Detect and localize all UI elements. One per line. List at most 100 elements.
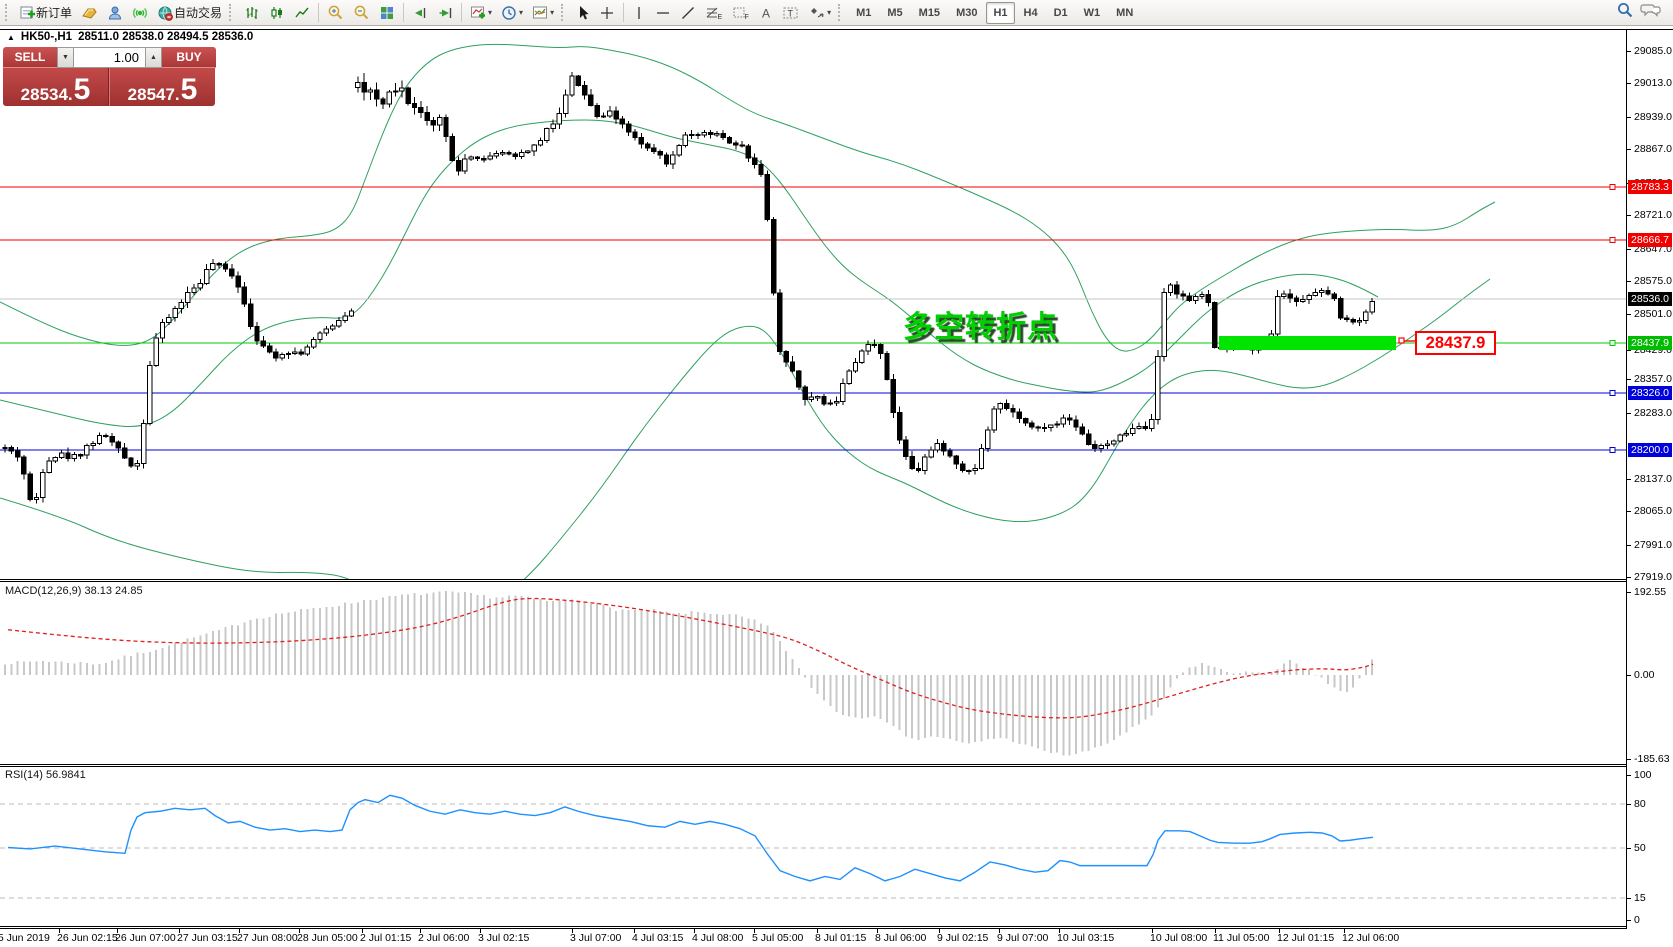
one-click-trading-panel: SELL ▼ 1.00 ▲ BUY 28534. 5 28547. 5 bbox=[3, 47, 218, 106]
templates-button[interactable]: ▾ bbox=[528, 2, 558, 24]
price-line-label: 28200.0 bbox=[1628, 443, 1672, 457]
timeframe-button-m5[interactable]: M5 bbox=[887, 6, 903, 19]
line-chart-icon bbox=[294, 5, 310, 21]
price-line-label: 28326.0 bbox=[1628, 386, 1672, 400]
time-tick-label: 12 Jul 01:15 bbox=[1277, 932, 1335, 944]
grid-icon: F bbox=[732, 5, 750, 21]
periods-button[interactable]: ▾ bbox=[497, 2, 527, 24]
periods-icon bbox=[501, 5, 517, 21]
dropdown-arrow-icon: ▾ bbox=[550, 8, 555, 17]
zoom-out-button[interactable] bbox=[349, 2, 374, 24]
macd-axis-tick: -185.63 bbox=[1627, 753, 1670, 765]
toolbar-grip[interactable] bbox=[561, 4, 567, 21]
time-tick-label: 8 Jul 06:00 bbox=[875, 932, 927, 944]
time-tick-label: 9 Jul 07:00 bbox=[997, 932, 1049, 944]
sell-price-big-digit: 5 bbox=[73, 73, 91, 107]
timeframe-button-h1[interactable]: H1 bbox=[986, 1, 1015, 24]
price-tick: 27991.0 bbox=[1627, 539, 1672, 551]
panel-divider bbox=[0, 766, 1627, 767]
sell-price-display[interactable]: 28534. 5 bbox=[3, 68, 109, 106]
price-line-label: 28536.0 bbox=[1628, 292, 1672, 306]
timeframe-button-mn[interactable]: MN bbox=[1116, 6, 1134, 19]
price-tick: 28939.0 bbox=[1627, 111, 1672, 123]
timeframe-button-d1[interactable]: D1 bbox=[1053, 6, 1068, 19]
time-tick-label: 5 Jul 05:00 bbox=[752, 932, 804, 944]
collapse-triangle-icon[interactable]: ▲ bbox=[7, 32, 15, 42]
chart-shift-button[interactable] bbox=[433, 2, 457, 24]
time-tick-mark bbox=[239, 929, 240, 933]
cursor-button[interactable] bbox=[572, 2, 594, 24]
dropdown-arrow-icon: ▾ bbox=[519, 8, 524, 17]
time-tick-label: 28 Jun 05:00 bbox=[297, 932, 358, 944]
rsi-axis-tick: 15 bbox=[1627, 892, 1646, 904]
horizontal-line-button[interactable] bbox=[651, 2, 675, 24]
time-tick-mark bbox=[694, 929, 695, 933]
timeframe-button-m15[interactable]: M15 bbox=[918, 6, 941, 19]
autotrading-button[interactable]: 自动交易 bbox=[153, 2, 226, 24]
volume-input[interactable]: 1.00 bbox=[74, 47, 145, 68]
timeframe-button-m30[interactable]: M30 bbox=[956, 6, 978, 19]
crosshair-button[interactable] bbox=[595, 2, 619, 24]
volume-increase-button[interactable]: ▲ bbox=[145, 47, 162, 68]
time-tick-label: 2 Jul 06:00 bbox=[418, 932, 470, 944]
toolbar-grip[interactable] bbox=[5, 4, 11, 21]
price-axis-border bbox=[1626, 29, 1627, 929]
zoom-in-button[interactable] bbox=[323, 2, 348, 24]
time-tick-label: 2 Jul 01:15 bbox=[360, 932, 412, 944]
signal-button[interactable] bbox=[128, 2, 152, 24]
time-tick-mark bbox=[1059, 929, 1060, 933]
macd-histogram bbox=[4, 591, 1374, 756]
new-order-button[interactable]: 新订单 bbox=[16, 2, 76, 24]
bar-chart-icon bbox=[244, 5, 260, 21]
time-tick-mark bbox=[1215, 929, 1216, 933]
volume-decrease-button[interactable]: ▼ bbox=[57, 47, 74, 68]
panel-divider bbox=[0, 928, 1627, 929]
tile-windows-icon bbox=[379, 5, 395, 21]
vertical-line-button[interactable] bbox=[628, 2, 650, 24]
candlestick-button[interactable] bbox=[265, 2, 289, 24]
data-window-button[interactable] bbox=[103, 2, 127, 24]
trendline-button[interactable] bbox=[676, 2, 700, 24]
bar-chart-button[interactable] bbox=[240, 2, 264, 24]
text-label-button[interactable]: T bbox=[778, 2, 804, 24]
rsi-panel[interactable] bbox=[0, 767, 1626, 926]
time-tick-mark bbox=[1279, 929, 1280, 933]
tile-windows-button[interactable] bbox=[375, 2, 399, 24]
timeframe-button-m1[interactable]: M1 bbox=[856, 6, 872, 19]
price-tick: 27919.0 bbox=[1627, 571, 1672, 583]
toolbar-grip[interactable] bbox=[229, 4, 235, 21]
chat-icon[interactable] bbox=[1640, 1, 1662, 24]
panel-divider bbox=[0, 926, 1627, 927]
buy-price-display[interactable]: 28547. 5 bbox=[109, 68, 215, 106]
timeframe-button-h4[interactable]: H4 bbox=[1023, 6, 1038, 19]
panel-divider bbox=[0, 764, 1627, 765]
line-handle-marker bbox=[1609, 447, 1616, 453]
time-tick-label: 26 Jun 02:15 bbox=[57, 932, 118, 944]
macd-panel[interactable] bbox=[0, 582, 1626, 764]
line-handle-marker bbox=[1609, 184, 1616, 190]
fibonacci-button[interactable]: E bbox=[701, 2, 727, 24]
shapes-button[interactable]: ▾ bbox=[805, 2, 835, 24]
auto-scroll-button[interactable] bbox=[408, 2, 432, 24]
buy-button[interactable]: BUY bbox=[162, 47, 216, 68]
signal-icon bbox=[132, 5, 148, 21]
timeframe-button-w1[interactable]: W1 bbox=[1083, 6, 1101, 19]
indicators-button[interactable]: ▾ bbox=[466, 2, 496, 24]
time-tick-mark bbox=[939, 929, 940, 933]
toolbar-grip[interactable] bbox=[838, 4, 844, 21]
time-tick-label: 8 Jul 01:15 bbox=[815, 932, 867, 944]
text-button[interactable]: A bbox=[755, 2, 777, 24]
auto-scroll-icon bbox=[412, 5, 428, 21]
text-icon: A bbox=[759, 5, 773, 21]
trendline-icon bbox=[680, 5, 696, 21]
main-chart[interactable] bbox=[0, 30, 1626, 579]
line-chart-button[interactable] bbox=[290, 2, 314, 24]
sell-button[interactable]: SELL bbox=[3, 47, 57, 68]
time-tick-mark bbox=[480, 929, 481, 933]
grid-button[interactable]: F bbox=[728, 2, 754, 24]
autotrading-label: 自动交易 bbox=[174, 6, 223, 20]
market-watch-button[interactable] bbox=[77, 2, 102, 24]
fibonacci-icon: E bbox=[705, 5, 723, 21]
search-icon[interactable] bbox=[1616, 1, 1634, 24]
